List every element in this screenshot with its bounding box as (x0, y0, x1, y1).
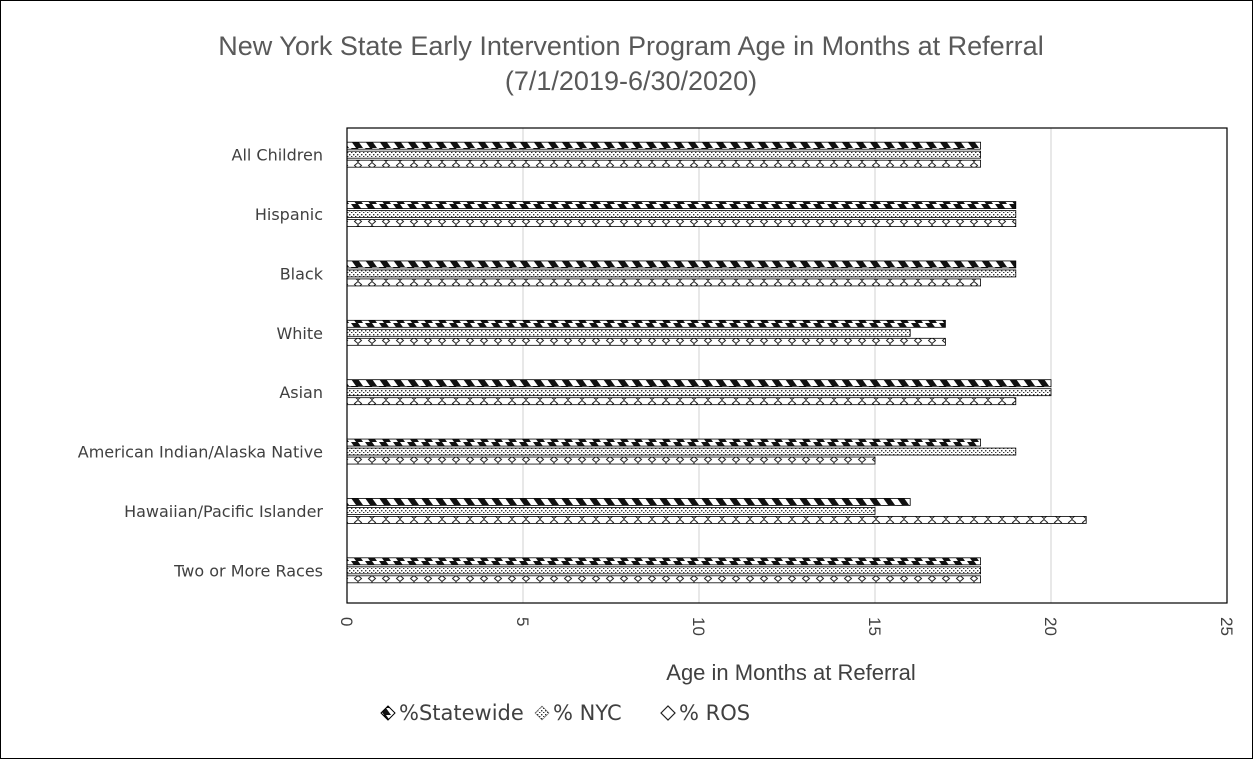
x-tick-label-20: 20 (1041, 617, 1060, 636)
x-tick-labels: 0 5 10 15 20 25 (337, 617, 1236, 636)
category-label-hawaiian-pacific-islander: Hawaiian/Pacific Islander (124, 502, 323, 521)
category-label-asian: Asian (279, 383, 323, 402)
bars (346, 141, 1087, 584)
category-label-two-or-more-races: Two or More Races (173, 561, 323, 580)
bar-two-or-more-races-nyc (346, 566, 981, 575)
bar-hispanic-statewide (346, 201, 1017, 209)
bar-hispanic-ros (346, 219, 1017, 227)
bar-american-indian-alaska-native-nyc (346, 447, 1017, 456)
legend-swatch-statewide (380, 705, 396, 721)
bar-white-nyc (346, 328, 911, 337)
legend-label-nyc: % NYC (553, 701, 622, 725)
legend-label-ros: % ROS (679, 701, 750, 725)
bar-american-indian-alaska-native-statewide (346, 438, 981, 447)
bar-white-ros (346, 337, 946, 346)
x-tick-label-25: 25 (1217, 617, 1236, 636)
category-labels: All Children Hispanic Black White Asian Ameri… (78, 146, 324, 581)
x-tick-label-0: 0 (337, 617, 356, 626)
x-axis-title: Age in Months at Referral (666, 660, 915, 685)
category-label-all-children: All Children (232, 146, 324, 165)
bar-black-statewide (346, 260, 1017, 269)
bar-asian-nyc (346, 388, 1052, 397)
bar-hawaiian-pacific-islander-nyc (346, 507, 876, 515)
plot-area-frame (346, 127, 1228, 604)
grid (346, 128, 1228, 603)
legend: %Statewide % NYC % ROS (380, 701, 750, 725)
bar-hawaiian-pacific-islander-ros (346, 516, 1087, 524)
bar-hawaiian-pacific-islander-statewide (346, 498, 911, 506)
x-tick-label-15: 15 (865, 617, 884, 636)
bar-all-children-statewide (346, 141, 981, 150)
bar-white-statewide (346, 319, 946, 328)
bar-black-nyc (346, 269, 1017, 278)
legend-swatch-ros (660, 705, 676, 721)
bar-asian-ros (346, 397, 1017, 406)
bar-all-children-ros (346, 159, 981, 168)
bar-black-ros (346, 278, 981, 287)
category-label-black: Black (280, 264, 324, 283)
chart-title: New York State Early Intervention Progra… (218, 31, 1043, 61)
category-label-white: White (276, 324, 323, 343)
bar-two-or-more-races-ros (346, 575, 981, 584)
legend-item-statewide: %Statewide (380, 701, 524, 725)
chart-subtitle: (7/1/2019-6/30/2020) (505, 66, 757, 96)
x-tick-label-10: 10 (689, 617, 708, 636)
legend-item-nyc: % NYC (534, 701, 622, 725)
bar-all-children-nyc (346, 150, 981, 159)
bar-asian-statewide (346, 379, 1052, 388)
legend-item-ros: % ROS (660, 701, 750, 725)
bar-two-or-more-races-statewide (346, 557, 981, 566)
x-tick-label-5: 5 (513, 617, 532, 626)
legend-swatch-nyc (534, 705, 550, 721)
bar-hispanic-nyc (346, 210, 1017, 218)
category-label-american-indian-alaska-native: American Indian/Alaska Native (78, 443, 323, 462)
category-label-hispanic: Hispanic (255, 205, 323, 224)
legend-label-statewide: %Statewide (399, 701, 524, 725)
bar-american-indian-alaska-native-ros (346, 456, 876, 465)
